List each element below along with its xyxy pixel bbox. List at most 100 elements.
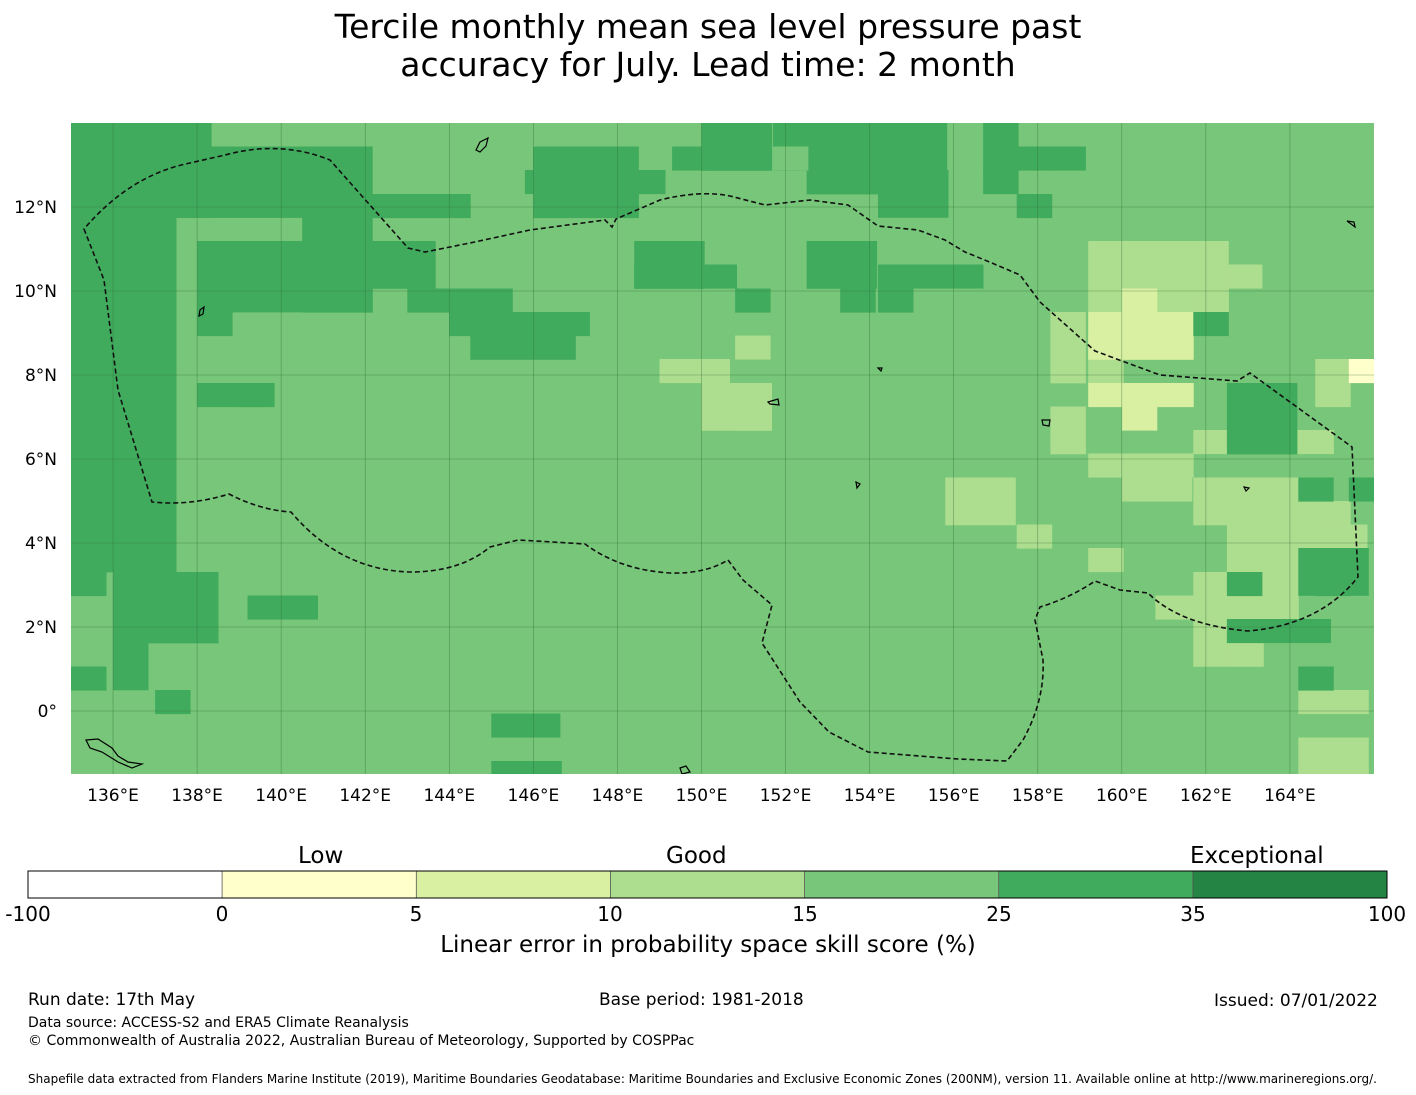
island-babeldaob [198, 305, 205, 318]
skill-cell [71, 572, 107, 597]
skill-cell [524, 713, 561, 738]
skill-cell [1121, 288, 1158, 313]
skill-cell [407, 288, 513, 313]
skill-cells [71, 123, 1374, 774]
colorbar-tick-label: 35 [1180, 902, 1206, 926]
island-kosrae [1041, 419, 1051, 427]
skill-cell [1050, 406, 1086, 455]
colorbar-segment [1192, 871, 1388, 898]
colorbar-tick-label: 15 [792, 902, 818, 926]
run-date: Run date: 17th May [28, 990, 196, 1010]
skill-cell [1121, 406, 1158, 431]
skill-cell [983, 123, 1019, 171]
skill-cell [113, 572, 219, 644]
colorbar-tick-label: 5 [409, 902, 423, 926]
skill-cell [1050, 312, 1086, 384]
longitude-label: 156°E [928, 786, 980, 806]
island-kwajalein [1242, 486, 1251, 493]
copyright-notice: © Commonwealth of Australia 2022, Austra… [28, 1033, 695, 1049]
skill-cell [1193, 288, 1229, 313]
longitude-label: 162°E [1180, 786, 1232, 806]
colorbar-category-exceptional: Exceptional [1190, 843, 1324, 869]
colorbar-segment [416, 871, 611, 898]
longitude-label: 152°E [760, 786, 812, 806]
colorbar-outline [27, 870, 1388, 899]
skill-cell [878, 170, 949, 218]
skill-cell [247, 595, 318, 620]
skill-cell [840, 288, 876, 313]
skill-cell [701, 123, 772, 171]
colorbar-segment [222, 871, 417, 898]
skill-cell [1298, 666, 1334, 691]
skill-cell [983, 170, 1019, 195]
skill-cell [491, 761, 562, 774]
title-line-1: Tercile monthly mean sea level pressure … [334, 7, 1082, 46]
longitude-labels: 136°E 138°E 140°E 142°E 144°E 146°E 148°E 150°E… [87, 786, 1316, 806]
colorbar-segment [998, 871, 1194, 898]
longitude-label: 136°E [87, 786, 139, 806]
skill-cell [1016, 194, 1053, 219]
latitude-label: 2°N [25, 618, 57, 638]
skill-cell [197, 312, 233, 337]
skill-cell [1121, 477, 1193, 502]
data-source: Data source: ACCESS-S2 and ERA5 Climate … [28, 1015, 409, 1031]
skill-cell [878, 264, 984, 289]
skill-cell [1155, 595, 1226, 620]
skill-cell [1088, 548, 1124, 573]
title-line-2: accuracy for July. Lead time: 2 month [400, 45, 1016, 84]
skill-cell [239, 383, 275, 408]
longitude-label: 142°E [339, 786, 391, 806]
island-atoll-3 [1346, 220, 1356, 229]
eez-boundary-line [83, 147, 1359, 762]
skill-cell [1348, 359, 1374, 384]
eez-boundary [83, 147, 1359, 762]
colorbar [27, 870, 1388, 899]
latitude-label: 0° [38, 702, 57, 722]
longitude-label: 138°E [171, 786, 223, 806]
skill-cell [197, 241, 373, 313]
skill-cell [735, 335, 771, 360]
colorbar-segment [804, 871, 999, 898]
skill-cell [71, 406, 177, 573]
island-new-guinea [85, 738, 145, 769]
skill-cell [701, 264, 737, 289]
skill-cell [806, 241, 878, 289]
skill-cell [1193, 312, 1229, 337]
skill-cell [772, 146, 809, 171]
skill-cell [1226, 383, 1298, 455]
latitude-label: 4°N [25, 534, 57, 554]
skill-cell [554, 312, 590, 337]
skill-cell [1315, 383, 1351, 408]
skill-cell [533, 194, 639, 219]
longitude-label: 154°E [844, 786, 896, 806]
skill-cell [365, 194, 471, 219]
island-bismarck [679, 765, 691, 774]
latitude-label: 10°N [14, 282, 57, 302]
longitude-label: 150°E [676, 786, 728, 806]
island-guam [475, 136, 489, 153]
skill-cell [735, 406, 771, 431]
skill-cell [1260, 595, 1296, 620]
skill-cell [533, 146, 639, 171]
latitude-labels: 12°N 10°N 8°N 6°N 4°N 2°N 0° [14, 198, 57, 722]
shapefile-credit: Shapefile data extracted from Flanders M… [28, 1072, 1377, 1086]
colorbar-category-good: Good [666, 843, 727, 869]
skill-cell [365, 241, 436, 289]
skill-cell [491, 713, 527, 738]
skill-cell [945, 477, 1016, 526]
skill-cell [1226, 642, 1263, 667]
colorbar-category-low: Low [298, 843, 344, 869]
chart-title: Tercile monthly mean sea level pressure … [0, 8, 1416, 84]
longitude-label: 158°E [1012, 786, 1064, 806]
map-background [71, 123, 1374, 774]
colorbar-segment [610, 871, 805, 898]
latitude-label: 6°N [25, 450, 57, 470]
colorbar-tick-label: 0 [215, 902, 229, 926]
islands [85, 136, 1356, 774]
map-panel [71, 123, 1374, 774]
skill-cell [878, 288, 914, 313]
skill-cell [1315, 501, 1351, 526]
latitude-label: 8°N [25, 366, 57, 386]
skill-cell [1298, 737, 1369, 774]
